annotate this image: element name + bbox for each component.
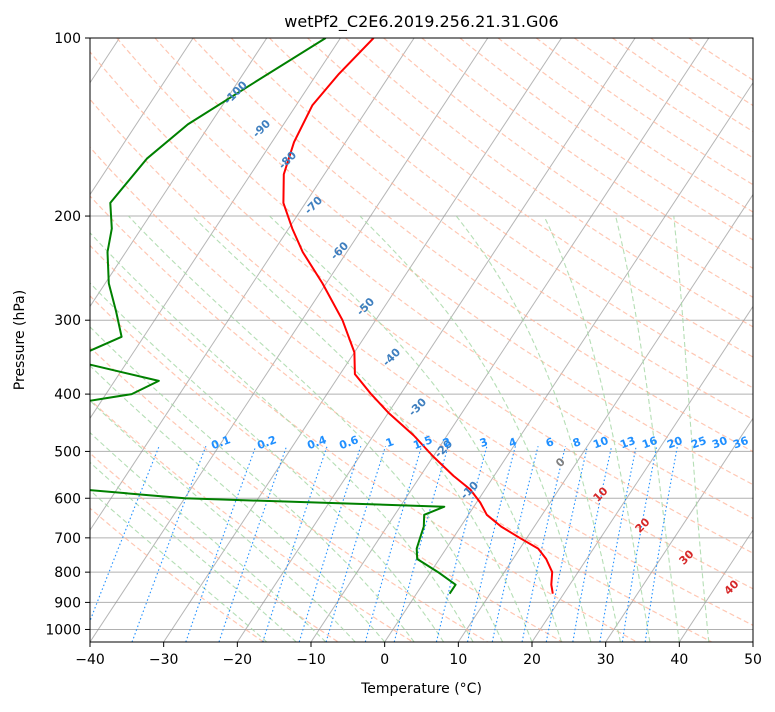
y-tick-label: 400	[54, 387, 81, 403]
x-tick-label: −10	[296, 652, 326, 668]
y-tick-label: 300	[54, 313, 81, 329]
x-tick-label: −30	[149, 652, 179, 668]
y-tick-label: 800	[54, 565, 81, 581]
x-axis-label: Temperature (°C)	[360, 681, 482, 697]
x-tick-label: 10	[449, 652, 467, 668]
y-tick-label: 100	[54, 31, 81, 47]
x-tick-label: −40	[75, 652, 105, 668]
x-tick-label: −20	[223, 652, 253, 668]
y-tick-label: 900	[54, 595, 81, 611]
y-tick-label: 500	[54, 444, 81, 460]
y-tick-label: 200	[54, 209, 81, 225]
x-tick-label: 40	[670, 652, 688, 668]
x-tick-label: 0	[380, 652, 389, 668]
y-tick-label: 700	[54, 531, 81, 547]
chart-title: wetPf2_C2E6.2019.256.21.31.G06	[284, 12, 558, 32]
x-tick-label: 50	[744, 652, 762, 668]
y-tick-label: 600	[54, 491, 81, 507]
y-axis-label: Pressure (hPa)	[12, 290, 28, 390]
y-tick-label: 1000	[45, 622, 81, 638]
x-tick-label: 30	[597, 652, 615, 668]
x-tick-label: 20	[523, 652, 541, 668]
